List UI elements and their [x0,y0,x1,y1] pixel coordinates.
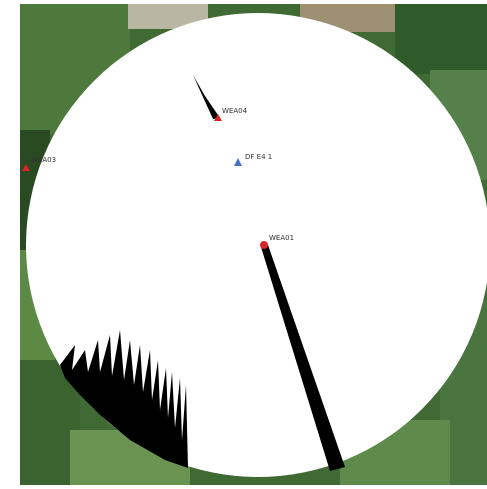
shadow-area [261,245,345,471]
field [395,4,487,74]
marker-label: DF E4 1 [245,153,272,161]
marker-label: WEA04 [222,107,248,115]
marker-label: WEA03 [31,156,56,164]
turbine-marker [214,114,222,121]
turbine-marker [260,241,268,249]
shadow-area [60,330,188,468]
result-circle [26,13,487,477]
shadow-area [193,75,220,119]
marker-label: WEA01 [269,234,294,242]
turbine-marker [22,164,30,171]
receptor-marker [234,158,242,166]
